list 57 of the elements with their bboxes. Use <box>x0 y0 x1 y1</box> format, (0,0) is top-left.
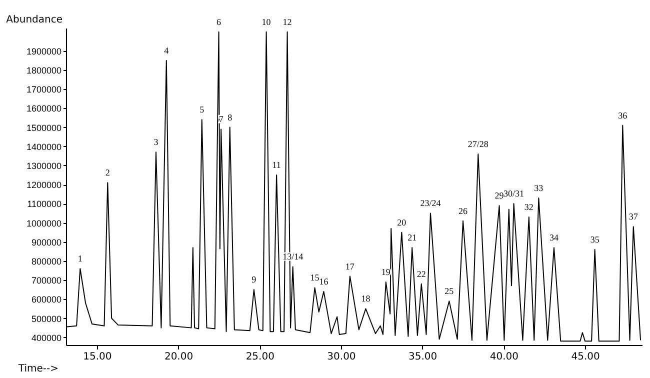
y-tick-label: 800000 <box>31 256 62 266</box>
x-tick-label: 30.00 <box>327 352 356 362</box>
y-tick-label: 400000 <box>31 332 62 343</box>
annotation: 22 <box>416 268 426 279</box>
annotation: 6 <box>216 16 222 27</box>
annotation: 18 <box>361 294 371 304</box>
annotation: 8 <box>228 112 233 122</box>
annotation: 34 <box>549 232 559 243</box>
y-tick-label: 1200000 <box>26 180 62 190</box>
annotation: 37 <box>628 212 638 222</box>
y-tick-label: 1000000 <box>26 218 62 228</box>
y-tick-label: 1700000 <box>26 84 62 95</box>
y-tick-label: 1600000 <box>26 104 62 114</box>
annotation: 15 <box>310 272 320 283</box>
x-tick-label: 15.00 <box>83 352 112 362</box>
y-tick-label: 1800000 <box>26 66 62 76</box>
annotation: 30/31 <box>504 188 524 199</box>
annotation: 20 <box>397 217 407 228</box>
annotation: 35 <box>590 234 600 245</box>
y-tick-label: 700000 <box>31 276 62 286</box>
annotation: 25 <box>444 286 454 296</box>
y-tick-label: 1400000 <box>26 142 62 152</box>
y-tick-label: 1100000 <box>27 199 62 210</box>
annotation: 19 <box>381 266 391 277</box>
x-axis-title: Time--> <box>17 364 58 374</box>
y-tick-label: 1300000 <box>26 160 62 171</box>
annotation: 10 <box>262 16 272 27</box>
annotation: 11 <box>272 160 281 170</box>
y-axis-title: Abundance <box>6 14 62 26</box>
annotation: 36 <box>618 110 628 120</box>
y-tick-label: 1900000 <box>26 46 62 56</box>
annotation: 29 <box>494 190 504 201</box>
annotation: 33 <box>534 182 544 193</box>
y-tick-label: 500000 <box>31 314 62 324</box>
x-tick-label: 20.00 <box>164 352 194 362</box>
y-tick-label: 900000 <box>31 237 62 248</box>
annotation: 26 <box>458 206 468 216</box>
x-tick-label: 35.00 <box>408 352 438 362</box>
annotation: 5 <box>200 104 205 115</box>
x-tick-label: 25.00 <box>246 352 274 362</box>
annotation: 12 <box>282 16 292 27</box>
x-tick-label: 40.00 <box>490 352 519 362</box>
annotation: 23/24 <box>420 198 442 208</box>
x-tick-label: 45.00 <box>571 352 600 362</box>
y-tick-label: 600000 <box>31 294 62 305</box>
annotation: 2 <box>105 168 110 178</box>
annotation: 4 <box>164 45 170 56</box>
annotation: 1 <box>78 254 82 264</box>
y-tick-label: 1500000 <box>26 122 62 133</box>
annotation: 17 <box>345 261 355 272</box>
annotation: 3 <box>154 137 159 148</box>
annotation: 9 <box>252 274 257 285</box>
annotation: 21 <box>408 232 417 243</box>
annotation: 16 <box>319 276 329 287</box>
annotation: 27/28 <box>468 139 489 150</box>
line-series <box>66 31 642 342</box>
annotation: 32 <box>524 202 534 212</box>
